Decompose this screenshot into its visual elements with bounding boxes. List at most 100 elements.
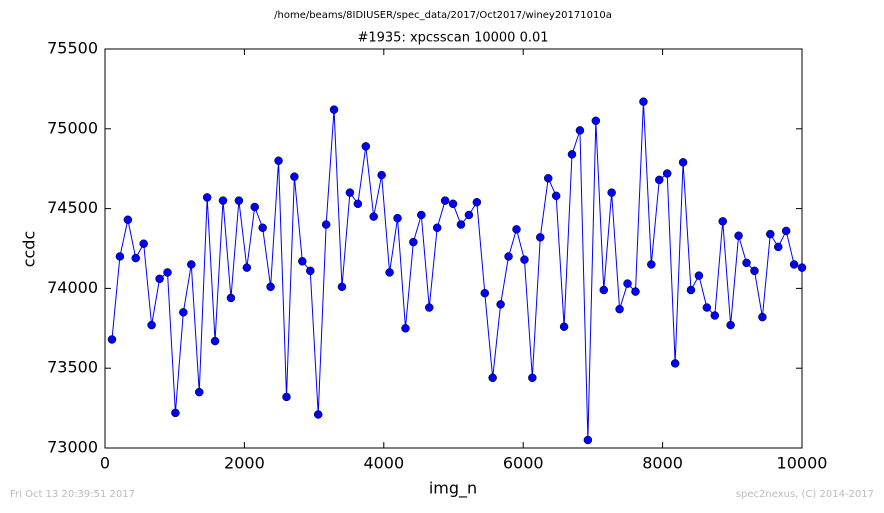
plot-frame [104, 48, 803, 449]
data-point [686, 285, 696, 295]
data-point [797, 263, 807, 272]
data-point [401, 324, 410, 333]
data-point [187, 260, 196, 269]
data-point [290, 172, 299, 181]
data-point [377, 170, 386, 180]
x-tick-label: 4000 [363, 454, 404, 473]
data-point [583, 435, 593, 445]
data-point [194, 387, 204, 397]
data-point [306, 266, 315, 276]
y-axis-label: ccdc [20, 231, 39, 268]
y-tick-label: 73500 [47, 358, 98, 377]
data-point [607, 188, 616, 197]
data-point [512, 225, 521, 234]
data-point [163, 268, 172, 277]
data-line [111, 101, 803, 441]
data-point [432, 223, 442, 233]
data-point [670, 359, 680, 368]
data-point [773, 242, 783, 252]
data-point [496, 300, 505, 309]
x-tick-label: 10000 [777, 454, 828, 473]
data-point [766, 229, 775, 239]
data-point [488, 373, 497, 383]
data-point [274, 156, 283, 165]
footer-left: Fri Oct 13 20:39:51 2017 [10, 489, 135, 500]
data-point [282, 392, 291, 402]
data-point [171, 408, 180, 418]
data-point [520, 255, 529, 264]
data-point [750, 266, 759, 276]
data-point [369, 212, 378, 221]
data-point [139, 239, 148, 248]
data-point [734, 231, 743, 240]
data-point [623, 279, 632, 288]
data-point [234, 196, 244, 205]
data-point [147, 320, 156, 330]
data-point [718, 217, 728, 226]
data-point [543, 174, 553, 183]
data-point [694, 271, 704, 280]
data-point [591, 116, 601, 126]
data-point [329, 105, 339, 114]
data-point [480, 288, 490, 298]
x-tick-label: 2000 [224, 454, 265, 473]
data-point [647, 260, 656, 269]
data-point [345, 188, 355, 197]
data-point [448, 199, 458, 209]
data-point [218, 196, 228, 205]
data-point [424, 303, 434, 312]
data-point [662, 169, 672, 178]
data-point [417, 210, 426, 220]
data-point [313, 410, 323, 419]
x-axis-label: img_n [429, 479, 477, 499]
data-point [361, 142, 371, 151]
data-point [575, 126, 585, 135]
y-tick-label: 73000 [47, 438, 98, 457]
data-point [472, 197, 482, 207]
data-point [337, 282, 347, 292]
data-point [321, 220, 331, 229]
chart-title: #1935: xpcsscan 10000 0.01 [357, 31, 548, 46]
data-point [551, 191, 561, 201]
data-point [678, 158, 688, 167]
data-point [702, 303, 712, 312]
data-point [528, 373, 537, 383]
data-point [567, 150, 577, 159]
data-point [266, 282, 275, 292]
data-point [726, 320, 735, 330]
data-point [504, 252, 513, 261]
data-point [631, 287, 640, 296]
data-point [250, 202, 259, 212]
data-point [226, 293, 236, 303]
data-point [599, 285, 609, 295]
suptitle: /home/beams/8IDIUSER/spec_data/2017/Oct2… [274, 10, 612, 21]
data-point [258, 223, 267, 233]
data-point [409, 237, 418, 247]
data-point [536, 233, 545, 242]
data-point [559, 322, 569, 331]
y-tick-label: 74500 [47, 198, 98, 217]
x-tick-label: 0 [100, 454, 110, 473]
y-tick-label: 75000 [47, 118, 98, 137]
data-point [202, 193, 212, 202]
data-point [353, 199, 363, 209]
data-point [131, 253, 140, 263]
data-point [179, 308, 188, 317]
data-point [789, 260, 799, 269]
data-point [107, 335, 117, 344]
data-point [115, 252, 125, 261]
x-tick-label: 6000 [503, 454, 544, 473]
data-point [615, 304, 624, 314]
data-point [242, 263, 252, 272]
data-point [155, 274, 164, 284]
data-point [758, 312, 767, 322]
y-tick-label: 74000 [47, 278, 98, 297]
data-point [742, 258, 751, 268]
y-tick-label: 75500 [47, 39, 98, 58]
data-point [385, 268, 394, 277]
x-tick-label: 8000 [642, 454, 683, 473]
data-point [639, 97, 648, 106]
data-point [298, 257, 307, 266]
